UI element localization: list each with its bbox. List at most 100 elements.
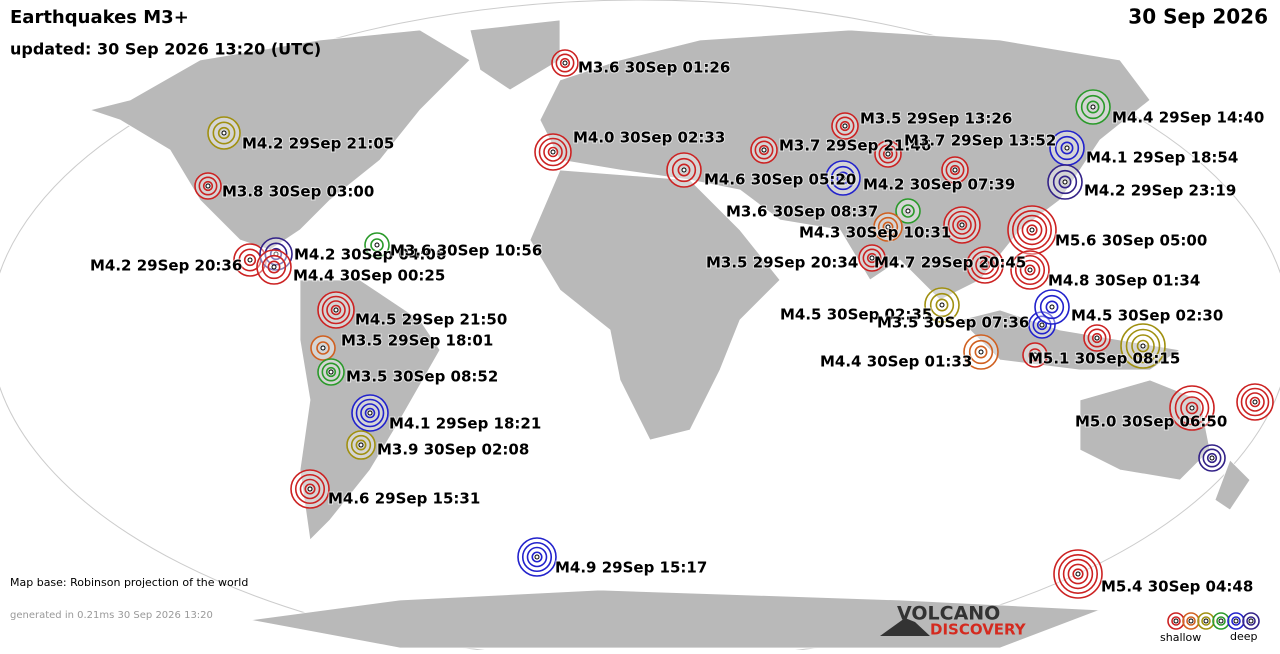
- quake-marker: [666, 152, 702, 188]
- quake-center: [959, 222, 965, 228]
- quake-label: M4.4 30Sep 00:25: [293, 267, 445, 285]
- quake-ring: [835, 116, 855, 136]
- quake-ring: [1231, 616, 1241, 626]
- quake-label: M4.6 30Sep 05:20: [704, 171, 856, 189]
- quake-center: [1075, 571, 1081, 577]
- quake-ring: [1016, 214, 1048, 246]
- quake-ring: [952, 215, 972, 235]
- quake-ring: [866, 252, 878, 264]
- quake-ring: [1086, 100, 1100, 114]
- quake-center: [939, 302, 945, 308]
- quake-center: [1027, 267, 1033, 273]
- quake-label: M4.4 29Sep 14:40: [1112, 109, 1264, 127]
- quake-ring: [970, 250, 1000, 280]
- quake-ring: [547, 146, 559, 158]
- quake-marker: [310, 335, 336, 361]
- quake-label: M5.1 30Sep 08:15: [1028, 350, 1180, 368]
- quake-marker: [1007, 205, 1057, 255]
- quake-center: [1094, 335, 1100, 341]
- quake-marker: [895, 198, 921, 224]
- quake-marker: [1083, 324, 1111, 352]
- quake-label: M4.5 30Sep 02:30: [1071, 307, 1223, 325]
- quake-center: [1218, 618, 1224, 624]
- quake-ring: [559, 57, 571, 69]
- legend-marker: [1182, 612, 1200, 630]
- quake-label: M3.7 29Sep 13:52: [904, 132, 1056, 150]
- quake-ring: [267, 260, 281, 274]
- quake-marker: [1120, 323, 1166, 369]
- quake-label: M4.5 29Sep 21:50: [355, 311, 507, 329]
- quake-ring: [947, 210, 977, 240]
- quake-label: M3.8 30Sep 03:00: [222, 183, 374, 201]
- quake-marker: [1053, 549, 1103, 599]
- quake-center: [1173, 618, 1179, 624]
- quake-ring: [1052, 169, 1078, 195]
- quake-marker: [551, 49, 579, 77]
- quake-center: [367, 410, 373, 416]
- quake-ring: [1185, 401, 1199, 415]
- quake-ring: [531, 551, 543, 563]
- quake-ring: [1201, 616, 1211, 626]
- quake-marker: [1022, 342, 1048, 368]
- quake-center: [1029, 227, 1035, 233]
- quake-ring: [1019, 259, 1041, 281]
- quake-ring: [830, 165, 856, 191]
- quake-label: M3.6 30Sep 10:56: [390, 242, 542, 260]
- quake-ring: [538, 137, 568, 167]
- quake-marker: [346, 430, 376, 460]
- quake-center: [328, 369, 334, 375]
- quake-ring: [1249, 396, 1261, 408]
- quake-label: M4.6 29Sep 15:31: [328, 490, 480, 508]
- quake-center: [550, 149, 556, 155]
- quake-marker: [825, 160, 861, 196]
- quake-ring: [1202, 448, 1222, 468]
- quake-marker: [517, 537, 557, 577]
- quake-center: [1064, 145, 1070, 151]
- quake-ring: [1067, 563, 1089, 585]
- quake-center: [761, 147, 767, 153]
- quake-ring: [935, 298, 949, 312]
- legend-marker: [1242, 612, 1260, 630]
- quake-ring: [878, 144, 898, 164]
- quake-ring: [949, 164, 961, 176]
- quake-marker: [831, 112, 859, 140]
- quake-center: [205, 183, 211, 189]
- quake-marker: [290, 469, 330, 509]
- quake-ring: [1011, 210, 1052, 251]
- quake-ring: [1054, 135, 1080, 161]
- quake-center: [307, 486, 313, 492]
- quake-marker: [317, 358, 345, 386]
- quake-ring: [521, 541, 553, 573]
- quake-center: [869, 255, 875, 261]
- quake-ring: [1240, 387, 1270, 417]
- legend-marker: [1197, 612, 1215, 630]
- legend-marker: [1167, 612, 1185, 630]
- quake-ring: [355, 398, 385, 428]
- quake-marker: [207, 116, 241, 150]
- quake-marker: [317, 291, 355, 329]
- logo-bottom: DISCOVERY: [930, 621, 1027, 639]
- quake-ring: [1024, 264, 1036, 276]
- quake-center: [1032, 352, 1038, 358]
- quake-ring: [901, 204, 915, 218]
- quake-marker: [534, 133, 572, 171]
- quake-ring: [1087, 328, 1107, 348]
- legend-marker: [1212, 612, 1230, 630]
- quake-ring: [264, 242, 288, 266]
- quake-ring: [1028, 348, 1042, 362]
- quake-label: M5.0 30Sep 06:50: [1075, 413, 1227, 431]
- quake-center: [333, 307, 339, 313]
- quake-ring: [321, 295, 351, 325]
- quake-ring: [364, 407, 376, 419]
- quake-ring: [1072, 568, 1084, 580]
- quake-center: [1248, 618, 1254, 624]
- quake-ring: [929, 292, 955, 318]
- quake-center: [982, 262, 988, 268]
- legend: [1167, 612, 1260, 630]
- quake-ring: [326, 300, 346, 320]
- logo-icon: [880, 618, 930, 636]
- quake-center: [681, 167, 687, 173]
- quake-ring: [261, 254, 287, 280]
- quake-ring: [1080, 94, 1106, 120]
